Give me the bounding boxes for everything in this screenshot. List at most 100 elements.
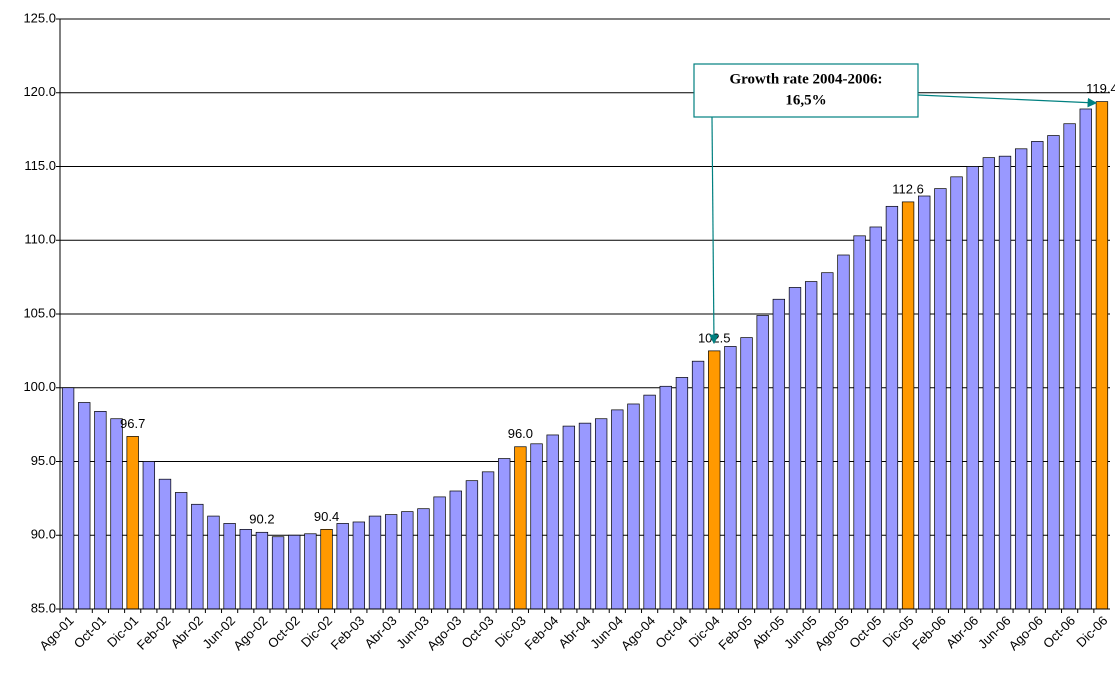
bar <box>546 434 559 610</box>
bar <box>1063 123 1076 610</box>
bar <box>837 254 850 610</box>
bar <box>675 377 689 610</box>
bar <box>433 496 446 610</box>
bar <box>320 528 333 610</box>
x-tick-label: Oct-04 <box>652 613 690 651</box>
bar <box>158 478 172 610</box>
bar <box>1014 148 1028 610</box>
bar <box>530 443 543 610</box>
bar <box>449 490 462 610</box>
bar <box>61 387 75 610</box>
y-tick-label: 120.0 <box>23 84 56 99</box>
bar <box>401 511 414 610</box>
bar <box>901 201 915 610</box>
annotation-arrow <box>917 94 1098 108</box>
x-tick-label: Feb-06 <box>909 613 949 653</box>
bar <box>578 422 592 610</box>
annotation-text: Growth rate 2004-2006: <box>729 71 882 87</box>
x-tick-label: Ago-03 <box>424 613 464 653</box>
bar <box>304 533 317 610</box>
x-tick-label: Abr-02 <box>168 613 206 651</box>
bar <box>255 531 269 610</box>
bar <box>804 281 818 610</box>
y-tick-label: 115.0 <box>24 158 56 173</box>
bar <box>998 155 1012 610</box>
bar <box>110 418 123 610</box>
x-tick-label: Abr-06 <box>943 613 981 651</box>
bar <box>481 471 495 610</box>
x-tick-label: Abr-03 <box>361 613 399 651</box>
bar <box>788 287 802 610</box>
bar <box>708 350 721 610</box>
x-tick-label: Ago-06 <box>1006 613 1046 653</box>
bar <box>368 515 382 610</box>
annotation-box <box>693 63 919 118</box>
bar <box>869 226 882 610</box>
bar <box>627 403 640 610</box>
bar <box>239 528 252 610</box>
y-tick-label: 90.0 <box>31 527 56 542</box>
bar <box>1031 141 1044 610</box>
bar <box>352 521 366 610</box>
y-tick-label: 100.0 <box>23 379 56 394</box>
data-label: 112.6 <box>892 181 924 196</box>
data-label: 90.2 <box>249 512 274 527</box>
bar <box>918 195 931 610</box>
bar <box>465 480 479 610</box>
x-tick-label: Feb-05 <box>715 613 755 653</box>
bar <box>772 298 786 610</box>
bar <box>223 523 236 610</box>
x-tick-label: Abr-04 <box>555 613 593 651</box>
x-tick-label: Feb-03 <box>328 613 368 653</box>
bar <box>562 425 576 610</box>
bar <box>724 346 737 610</box>
annotation: Growth rate 2004-2006: 16,5% <box>693 63 1098 345</box>
x-tick-label: Oct-06 <box>1040 613 1078 651</box>
bar <box>191 503 204 610</box>
x-tick-label: Feb-02 <box>134 613 174 653</box>
bar <box>885 205 899 610</box>
bar <box>691 360 705 610</box>
bar <box>611 409 624 610</box>
data-label: 90.4 <box>314 509 339 524</box>
bar <box>94 411 107 610</box>
bar <box>934 188 947 610</box>
annotation-arrow <box>709 116 719 345</box>
bar <box>498 458 511 610</box>
bar <box>740 337 753 610</box>
bar <box>1079 108 1092 610</box>
bar <box>756 315 769 610</box>
x-tick-label: Oct-02 <box>265 613 303 651</box>
bar <box>514 446 527 610</box>
x-tick-label: Ago-05 <box>812 613 852 653</box>
x-tick-label: Oct-03 <box>458 613 496 651</box>
x-tick-label: Ago-02 <box>230 613 270 653</box>
annotation-text: 16,5% <box>785 92 826 108</box>
x-tick-label: Feb-04 <box>522 613 562 653</box>
bar <box>417 508 430 610</box>
x-tick-label: Abr-05 <box>749 613 787 651</box>
data-label: 96.0 <box>508 426 533 441</box>
bar <box>271 536 285 610</box>
bar <box>126 436 139 610</box>
y-tick-label: 125.0 <box>23 10 56 25</box>
y-tick-label: 85.0 <box>31 600 56 615</box>
bar <box>207 515 220 610</box>
bar <box>950 176 963 610</box>
data-label: 119.4 <box>1086 81 1115 96</box>
x-tick-label: Ago-04 <box>618 613 658 653</box>
x-tick-label: Ago-01 <box>36 613 76 653</box>
x-tick-label: Oct-01 <box>71 613 109 651</box>
bar <box>853 235 866 610</box>
bar <box>643 394 656 610</box>
y-tick-label: 110.0 <box>24 232 56 247</box>
bar <box>594 418 608 610</box>
bar <box>336 523 349 610</box>
y-tick-label: 95.0 <box>31 453 56 468</box>
bar <box>982 157 996 610</box>
bar <box>821 272 834 610</box>
bar <box>142 461 156 610</box>
bar <box>174 492 188 610</box>
data-label: 96.7 <box>120 416 145 431</box>
